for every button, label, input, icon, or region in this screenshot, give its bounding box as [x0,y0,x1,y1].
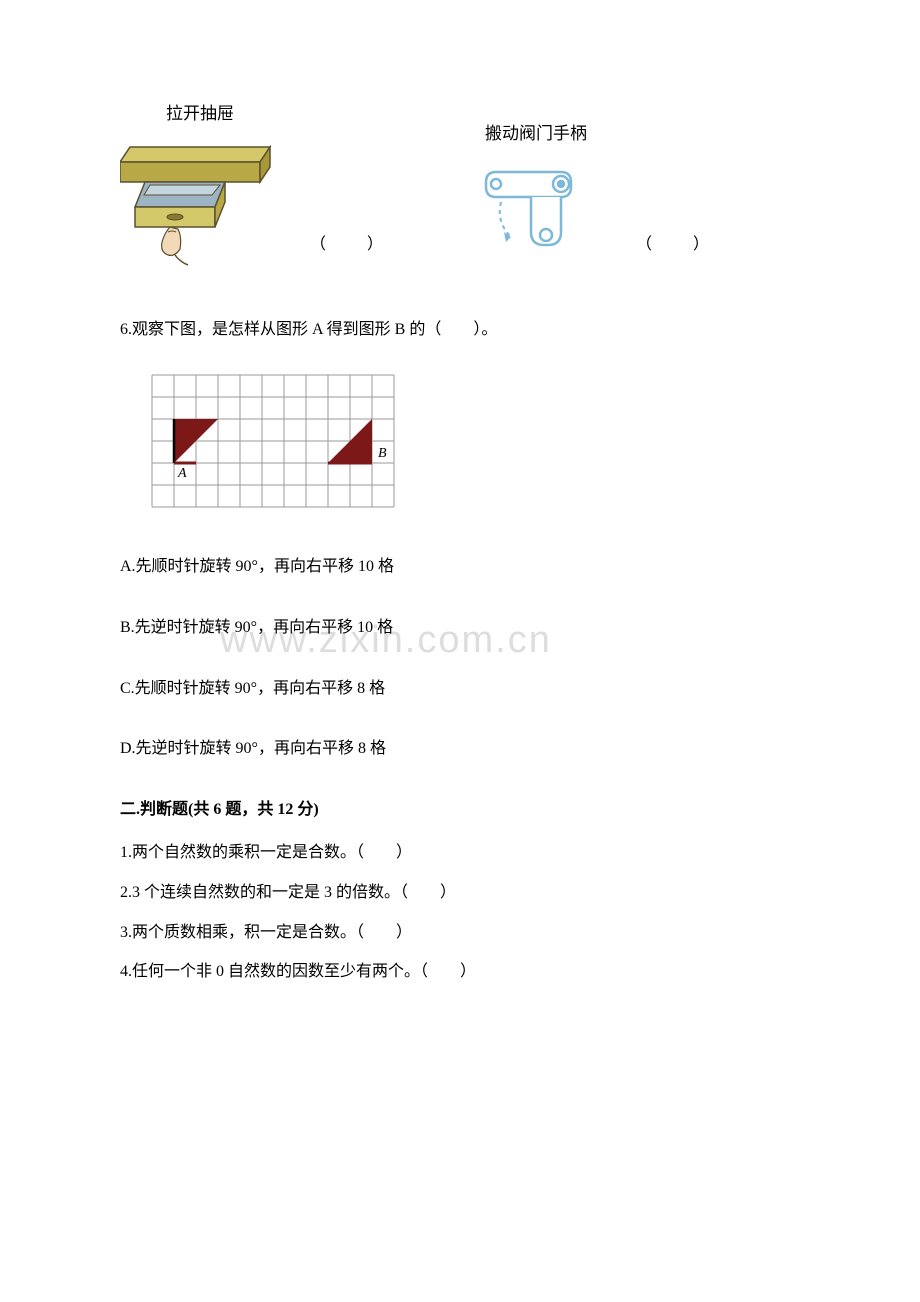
drawer-icon [120,137,280,267]
svg-text:A: A [177,466,187,481]
q6-grid-figure: A B [150,373,800,520]
figures-row: 拉开抽屉 （ ） 搬动阀门手柄 [120,100,800,267]
valve-paren: （ ） [636,232,712,258]
section-2-title: 二.判断题(共 6 题，共 12 分) [120,797,800,823]
valve-block: 搬动阀门手柄 [466,120,606,267]
q6-option-d: D.先逆时针旋转 90°，再向右平移 8 格 [120,736,800,762]
judge-4: 4.任何一个非 0 自然数的因数至少有两个。（ ） [120,959,800,985]
q6-option-a: A.先顺时针旋转 90°，再向右平移 10 格 [120,554,800,580]
svg-text:B: B [378,446,387,461]
q6-option-c: C.先顺时针旋转 90°，再向右平移 8 格 [120,676,800,702]
drawer-label: 拉开抽屉 [166,100,234,127]
judge-2: 2.3 个连续自然数的和一定是 3 的倍数。（ ） [120,880,800,906]
valve-label: 搬动阀门手柄 [485,120,587,147]
question-6: 6.观察下图，是怎样从图形 A 得到图形 B 的（ ）。 [120,317,800,343]
drawer-block: 拉开抽屉 [120,100,280,267]
valve-icon [466,157,606,267]
q6-grid-icon: A B [150,373,398,511]
drawer-paren: （ ） [310,232,386,258]
judge-3: 3.两个质数相乘，积一定是合数。（ ） [120,920,800,946]
q6-option-b: B.先逆时针旋转 90°，再向右平移 10 格 [120,615,800,641]
judge-1: 1.两个自然数的乘积一定是合数。（ ） [120,840,800,866]
